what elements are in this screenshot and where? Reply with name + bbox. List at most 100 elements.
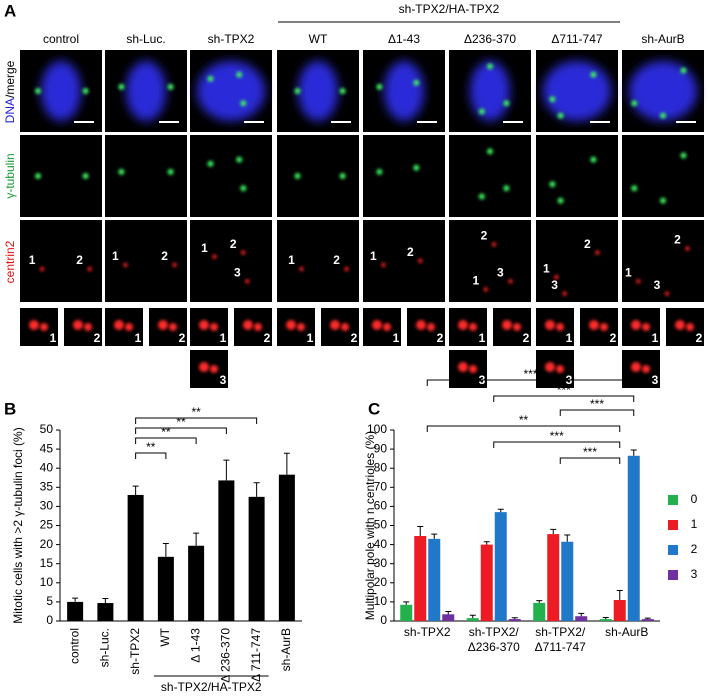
column-label: sh-TPX2 [208, 32, 255, 46]
y-tick-label: 100 [367, 422, 387, 436]
significance-label: ** [161, 425, 171, 439]
inset-spot [297, 323, 305, 331]
centriole [508, 279, 513, 284]
centriole-number: 2 [161, 249, 168, 263]
inset-number: 2 [696, 331, 703, 345]
centrosome [376, 168, 383, 175]
centrosome [339, 88, 346, 94]
dna-stain [126, 61, 166, 121]
significance-bracket [559, 409, 635, 416]
centriole [87, 266, 92, 272]
centrosome [680, 152, 687, 159]
centriole-number: 2 [674, 233, 681, 247]
centrosome [118, 83, 125, 90]
micrograph [363, 135, 445, 217]
centriole [344, 266, 349, 272]
inset-number: 1 [307, 331, 314, 345]
inset-spot [372, 320, 382, 330]
y-tick-label: 5 [46, 594, 53, 608]
centrosome [478, 193, 485, 200]
micrograph [449, 135, 531, 217]
inset-spot [341, 323, 349, 331]
x-tick-label: sh-AurB [605, 625, 648, 639]
error-bar [193, 532, 200, 546]
x-tick-label: sh-Luc. [98, 628, 112, 667]
inset-number: 2 [610, 331, 617, 345]
inset-spot [642, 323, 650, 331]
centriole [381, 262, 386, 268]
micrograph [20, 135, 102, 217]
legend-swatch [668, 570, 678, 580]
inset-number: 1 [652, 331, 659, 345]
y-tick-label: 10 [40, 575, 54, 589]
centrosome [35, 88, 42, 94]
significance-bracket [135, 427, 227, 434]
x-tick-line: sh-TPX2/ [469, 625, 520, 639]
centriole [562, 291, 567, 296]
dna-stain [543, 61, 611, 121]
centrosome [413, 164, 420, 171]
legend-label: 2 [691, 542, 698, 556]
bar [547, 534, 560, 621]
inset [536, 350, 574, 388]
error-bar [602, 617, 609, 620]
centriole-number: 1 [543, 261, 550, 275]
inset-spot [29, 320, 39, 330]
centrosome [631, 100, 638, 107]
centrosome [590, 156, 597, 163]
inset-spot [125, 323, 133, 331]
x-tick-label: sh-TPX2/Δ711-747 [535, 625, 586, 654]
y-axis-label: Mitotic cells with >2 γ-tubulin foci (%) [11, 427, 25, 623]
micrograph [536, 220, 618, 302]
centriole [172, 262, 177, 268]
inset-spot [556, 323, 564, 331]
centrosome [557, 197, 564, 204]
x-tick-label: sh-TPX2 [404, 625, 451, 639]
inset-spot [469, 323, 477, 331]
y-tick-label: 70 [374, 479, 388, 493]
centrosome [167, 168, 174, 175]
x-tick-line: Δ236-370 [468, 640, 520, 654]
inset-number: 1 [393, 331, 400, 345]
inset-spot [199, 320, 209, 330]
y-tick-label: 60 [374, 499, 388, 513]
inset [105, 308, 143, 346]
centriole [636, 279, 641, 284]
inset-number: 1 [479, 331, 486, 345]
centriole [483, 287, 488, 292]
inset-number: 2 [179, 331, 186, 345]
inset [580, 308, 618, 346]
y-tick-label: 0 [46, 613, 53, 627]
y-tick-label: 80 [374, 460, 388, 474]
centrosome [236, 156, 243, 163]
bar [428, 538, 441, 621]
error-bar [616, 589, 623, 600]
row-label: DNA/merge [3, 60, 17, 123]
error-bar [630, 449, 637, 456]
centrosome [549, 181, 556, 188]
centriole-number: 1 [472, 274, 479, 288]
y-tick-label: 50 [40, 422, 54, 436]
bar [575, 616, 588, 621]
significance-label: ** [191, 405, 201, 419]
significance-bracket [135, 417, 258, 424]
inset-spot [383, 323, 391, 331]
bar [480, 544, 493, 621]
column-label: sh-AurB [641, 32, 684, 46]
error-bar [72, 597, 79, 602]
error-bar [511, 617, 518, 620]
significance-label: *** [550, 429, 564, 443]
centrosome [240, 100, 247, 107]
error-bar [253, 482, 260, 497]
y-tick-label: 45 [40, 441, 54, 455]
significance-bracket [135, 437, 197, 444]
y-tick-label: 90 [374, 441, 388, 455]
bar [466, 618, 479, 621]
inset-spot [199, 362, 209, 372]
inset-number: 3 [652, 373, 659, 387]
bar [641, 619, 654, 621]
significance-label: *** [590, 397, 604, 411]
inset-spot [73, 320, 83, 330]
